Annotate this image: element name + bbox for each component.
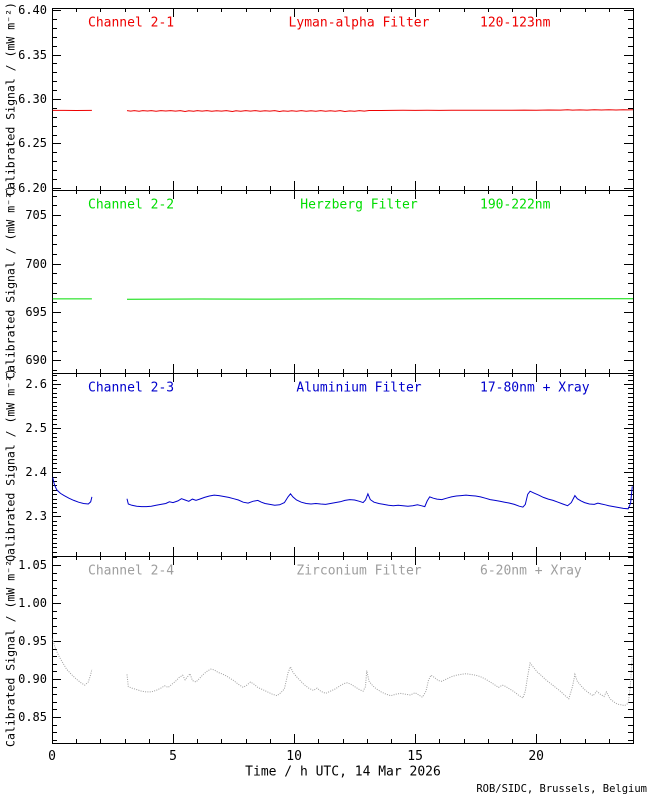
y-axis-title: Calibrated Signal / (mW m⁻²) xyxy=(3,2,18,196)
y-tick-label: 1.05 xyxy=(18,557,47,572)
panel-frame xyxy=(52,190,634,374)
y-tick-label: 6.30 xyxy=(18,92,47,106)
y-tick-label: 6.20 xyxy=(18,180,47,195)
series-line xyxy=(52,638,93,686)
y-tick-label: 6.40 xyxy=(18,3,47,18)
panel-title-filter: Lyman-alpha Filter xyxy=(288,15,430,31)
x-tick-label: 15 xyxy=(407,749,423,764)
panel-title-channel: Channel 2-4 xyxy=(88,563,175,579)
panel-title-channel: Channel 2-1 xyxy=(88,15,175,31)
y-axis-title: Calibrated Signal / (mW m⁻²) xyxy=(3,367,18,562)
y-tick-label: 0.85 xyxy=(18,710,47,724)
panel-title-band: 190-222nm xyxy=(480,197,551,213)
panel-frame xyxy=(52,373,634,557)
y-tick-label: 2.3 xyxy=(25,509,47,524)
y-tick-label: 0.90 xyxy=(18,671,47,686)
panel-title-channel: Channel 2-2 xyxy=(88,197,175,213)
panel-title-band: 17-80nm + Xray xyxy=(480,380,590,396)
panel-title-filter: Herzberg Filter xyxy=(300,197,418,213)
y-tick-label: 6.35 xyxy=(18,47,47,62)
y-tick-label: 690 xyxy=(25,353,47,368)
series-line xyxy=(126,109,634,113)
panel-title-filter: Zirconium Filter xyxy=(296,563,422,579)
series-line xyxy=(126,655,633,707)
series-line xyxy=(52,477,93,505)
y-tick-label: 695 xyxy=(25,305,47,319)
y-tick-label: 705 xyxy=(25,208,47,223)
y-tick-label: 0.95 xyxy=(18,633,47,648)
x-tick-label: 10 xyxy=(286,749,302,764)
y-tick-label: 2.5 xyxy=(25,421,47,436)
panel-frame xyxy=(52,8,634,191)
panel-frame xyxy=(52,556,634,744)
y-axis-title: Calibrated Signal / (mW m⁻²) xyxy=(3,184,18,379)
y-tick-label: 6.25 xyxy=(18,136,47,151)
y-tick-label: 1.00 xyxy=(18,595,47,610)
panel-title-band: 6-20nm + Xray xyxy=(480,563,582,579)
series-line xyxy=(126,298,634,300)
x-tick-label: 0 xyxy=(48,749,56,764)
y-tick-label: 2.4 xyxy=(25,465,47,480)
x-tick-label: 5 xyxy=(169,749,177,764)
y-tick-label: 700 xyxy=(25,256,47,271)
series-line xyxy=(126,486,633,510)
y-tick-label: 2.6 xyxy=(25,377,47,392)
panel-title-channel: Channel 2-3 xyxy=(88,380,175,396)
panel-title-band: 120-123nm xyxy=(480,15,551,31)
y-axis-title: Calibrated Signal / (mW m⁻²) xyxy=(3,552,18,747)
panel-title-filter: Aluminium Filter xyxy=(296,380,422,396)
x-tick-label: 20 xyxy=(528,749,544,764)
x-axis-title: Time / h UTC, 14 Mar 2026 xyxy=(245,764,441,780)
credit-text: ROB/SIDC, Brussels, Belgium xyxy=(476,782,647,795)
